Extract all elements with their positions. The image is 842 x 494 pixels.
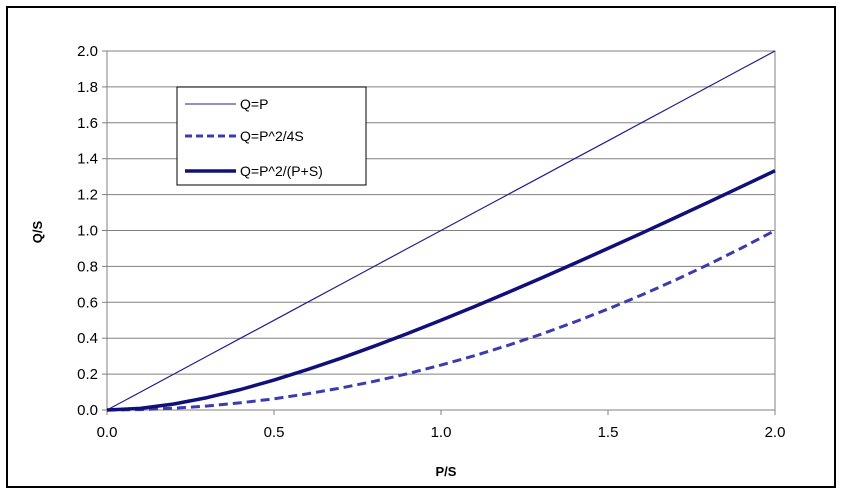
x-axis-label: P/S xyxy=(436,464,457,479)
x-tick-label: 1.0 xyxy=(431,424,452,441)
series-line-2 xyxy=(106,169,776,412)
y-tick-label: 0.2 xyxy=(77,366,98,383)
axes xyxy=(102,50,776,415)
y-tick-label: 0.0 xyxy=(77,402,98,419)
y-tick-labels: 0.0 0.2 0.4 0.6 0.8 1.0 1.2 1.4 1.6 1.8 2.0 xyxy=(77,43,98,419)
x-tick-label: 2.0 xyxy=(765,424,786,441)
y-tick-label: 0.8 xyxy=(77,258,98,275)
y-tick-label: 1.4 xyxy=(77,151,98,168)
y-tick-label: 2.0 xyxy=(77,43,98,60)
legend-entry-q-p2-ps: Q=P^2/(P+S) xyxy=(240,163,323,179)
y-tick-label: 0.4 xyxy=(77,330,98,347)
legend-entry-q-p2-4s: Q=P^2/4S xyxy=(240,128,304,144)
series-line-1 xyxy=(106,229,776,412)
legend-entry-q-p: Q=P xyxy=(240,96,268,112)
x-tick-labels: 0.0 0.5 1.0 1.5 2.0 xyxy=(97,424,786,441)
legend: Q=P Q=P^2/4S Q=P^2/(P+S) xyxy=(176,86,367,186)
series-lines xyxy=(106,50,776,412)
y-tick-label: 1.0 xyxy=(77,223,98,240)
y-axis-label: Q/S xyxy=(30,220,45,243)
y-tick-label: 1.6 xyxy=(77,115,98,132)
y-tick-label: 1.8 xyxy=(77,79,98,96)
x-tick-label: 0.0 xyxy=(97,424,118,441)
x-tick-label: 1.5 xyxy=(598,424,619,441)
y-tick-label: 1.2 xyxy=(77,187,98,204)
y-tick-label: 0.6 xyxy=(77,294,98,311)
x-tick-label: 0.5 xyxy=(264,424,285,441)
series-line-0 xyxy=(106,50,776,411)
